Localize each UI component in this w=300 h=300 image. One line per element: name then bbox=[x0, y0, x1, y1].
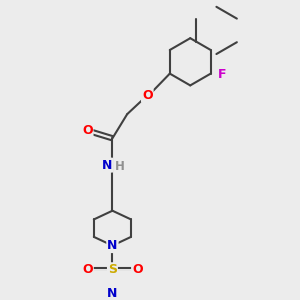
Text: S: S bbox=[108, 263, 117, 276]
Text: N: N bbox=[102, 159, 112, 172]
Text: O: O bbox=[82, 263, 93, 276]
Text: H: H bbox=[115, 160, 125, 173]
Text: O: O bbox=[142, 89, 153, 102]
Text: N: N bbox=[107, 239, 118, 252]
Text: F: F bbox=[218, 68, 226, 82]
Text: N: N bbox=[107, 287, 118, 300]
Text: O: O bbox=[132, 263, 143, 276]
Text: O: O bbox=[82, 124, 92, 137]
